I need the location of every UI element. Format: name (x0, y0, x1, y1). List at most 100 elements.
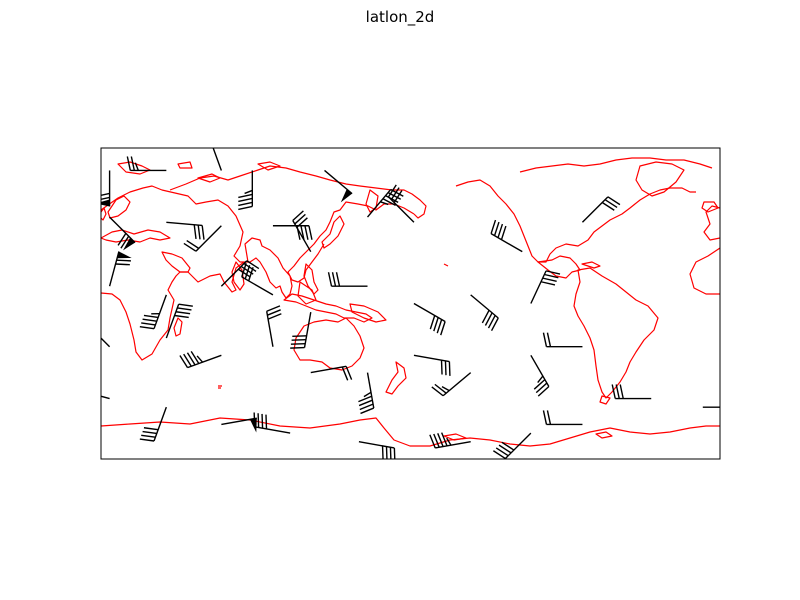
wind-barb-tick (241, 263, 247, 278)
wind-barb (470, 294, 499, 331)
wind-barb-tick (611, 384, 616, 399)
wind-barb (581, 196, 621, 223)
wind-barb-tick (360, 407, 375, 415)
coastline-uk (101, 207, 107, 221)
wind-barb-tick (101, 196, 110, 201)
wind-barb (542, 410, 583, 426)
coastline-south-america (573, 267, 659, 399)
wind-barb-tick (493, 450, 506, 459)
wind-barb-shaft (504, 432, 532, 459)
wind-barb-tick (292, 210, 304, 222)
wind-barb-tick (358, 395, 372, 403)
wind-barb-tick (546, 410, 552, 425)
wind-barb-tick (267, 309, 281, 316)
wind-barb-flag (123, 237, 136, 251)
wind-barb-tick (134, 162, 139, 171)
wind-barb-shaft (165, 303, 180, 339)
wind-barb-tick (533, 379, 546, 390)
wind-barb-shaft (470, 294, 499, 319)
coastline-alaska-canada (455, 179, 696, 263)
wind-barb-tick (139, 326, 155, 330)
coastline-europe-right (703, 205, 720, 241)
wind-barb-tick (142, 430, 157, 435)
wind-barb-shaft (358, 441, 395, 449)
wind-barb-tick (142, 318, 157, 322)
wind-barb-tick (345, 366, 353, 380)
wind-barb-tick (186, 352, 196, 366)
wind-barb (139, 294, 167, 330)
wind-barb-tick (126, 156, 132, 171)
wind-barb-tick (290, 342, 306, 345)
wind-barb-tick (290, 346, 305, 349)
wind-barb (109, 216, 136, 251)
wind-barb-tick (130, 156, 136, 171)
wind-barb-tick (440, 360, 443, 375)
wind-barb (413, 302, 446, 336)
wind-barb-shaft (303, 312, 312, 348)
coastline-scandinavia (107, 195, 131, 219)
wind-barb (290, 312, 312, 349)
wind-barb-tick (436, 319, 443, 334)
wind-barb (75, 375, 110, 400)
wind-barb-tick (429, 434, 436, 449)
wind-barb-tick (213, 148, 215, 149)
wind-barb-shaft (530, 354, 550, 387)
coastline-north-asia (169, 165, 427, 219)
wind-barb-tick (308, 225, 313, 240)
wind-barb-tick (390, 187, 400, 201)
wind-barb-tick (380, 201, 389, 206)
wind-barb-shaft (108, 251, 120, 287)
wind-barb-tick (75, 375, 76, 389)
wind-barb-tick (294, 213, 306, 225)
wind-barb-shaft (413, 354, 450, 363)
wind-barb (272, 225, 313, 240)
wind-barb-tick (190, 351, 200, 364)
wind-barb-tick (537, 375, 544, 384)
wind-barb-tick (238, 201, 253, 207)
wind-barb-tick (619, 384, 624, 399)
wind-barb-tick (735, 407, 738, 421)
wind-barb-tick (540, 281, 556, 286)
wind-barb-tick (542, 332, 548, 347)
wind-barb-tick (441, 386, 450, 392)
wind-barb-tick (544, 273, 559, 279)
wind-barb-shaft (101, 395, 110, 400)
wind-barb-tick (545, 270, 561, 275)
wind-barb-tick (546, 332, 552, 347)
wind-barb-tick (261, 413, 264, 429)
coastline-tierra-del-fuego (599, 395, 611, 405)
coastline-japan (321, 215, 345, 249)
wind-barb-tick (481, 309, 490, 324)
wind-barb-tick (238, 193, 253, 199)
wind-barb-tick (193, 224, 197, 240)
map-title: latlon_2d (365, 8, 435, 26)
wind-barb-tick (739, 407, 742, 421)
wind-barb-tick (292, 335, 307, 337)
wind-barb (358, 372, 375, 415)
wind-barb-tick (238, 205, 253, 211)
plot-background (101, 148, 720, 459)
wind-barb-tick (201, 225, 205, 240)
wind-barb-tick (437, 433, 444, 447)
wind-barb-shaft (266, 311, 274, 347)
wind-barb-tick (382, 198, 396, 207)
coastline-small-islands (218, 263, 449, 389)
wind-barb-flag (340, 189, 353, 203)
wind-barb (611, 384, 652, 400)
wind-barb-tick (117, 232, 127, 246)
wind-barb (108, 251, 132, 287)
wind-barb-tick (393, 190, 403, 203)
coastline-caribbean (581, 261, 601, 269)
plot-frame (100, 147, 721, 460)
wind-barb-tick (304, 225, 309, 240)
wind-barb-shaft (442, 372, 472, 397)
wind-barb-tick (331, 272, 337, 287)
wind-barb-shaft (241, 276, 274, 296)
wind-barb-tick (363, 391, 372, 398)
wind-barb-shaft (490, 233, 523, 253)
coastline-madagascar (173, 317, 183, 337)
wind-barb (387, 184, 415, 223)
wind-barb-tick (387, 184, 397, 198)
wind-barb (241, 263, 274, 296)
